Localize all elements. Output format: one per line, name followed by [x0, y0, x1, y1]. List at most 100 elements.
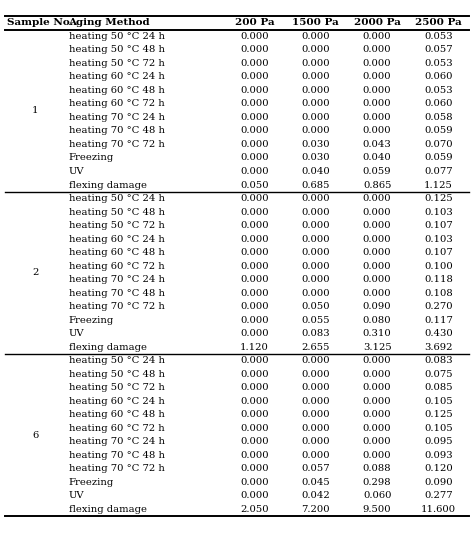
- Text: heating 60 °C 48 h: heating 60 °C 48 h: [69, 410, 164, 419]
- Text: heating 70 °C 24 h: heating 70 °C 24 h: [69, 438, 164, 446]
- Text: 0.030: 0.030: [301, 154, 330, 163]
- Text: 0.070: 0.070: [424, 140, 453, 149]
- Text: heating 50 °C 24 h: heating 50 °C 24 h: [69, 194, 164, 203]
- Text: 0.105: 0.105: [424, 424, 453, 433]
- Text: heating 70 °C 48 h: heating 70 °C 48 h: [69, 289, 164, 297]
- Text: 0.000: 0.000: [240, 451, 269, 460]
- Text: 0.000: 0.000: [363, 32, 392, 41]
- Text: heating 70 °C 48 h: heating 70 °C 48 h: [69, 126, 164, 135]
- Text: 0.000: 0.000: [240, 478, 269, 487]
- Text: 0.000: 0.000: [240, 492, 269, 500]
- Text: 0.075: 0.075: [424, 370, 453, 379]
- Text: 0.108: 0.108: [424, 289, 453, 297]
- Text: 0.090: 0.090: [424, 478, 453, 487]
- Text: 0.000: 0.000: [301, 275, 330, 284]
- Text: 0.000: 0.000: [363, 45, 392, 55]
- Text: Freezing: Freezing: [69, 154, 114, 163]
- Text: 0.000: 0.000: [240, 329, 269, 338]
- Text: 0.120: 0.120: [424, 464, 453, 473]
- Text: heating 70 °C 72 h: heating 70 °C 72 h: [69, 302, 164, 311]
- Text: heating 60 °C 24 h: heating 60 °C 24 h: [69, 397, 164, 406]
- Text: flexing damage: flexing damage: [69, 343, 146, 351]
- Text: 0.000: 0.000: [363, 59, 392, 68]
- Text: 0.090: 0.090: [363, 302, 392, 311]
- Text: 7.200: 7.200: [301, 505, 330, 514]
- Text: 0.000: 0.000: [363, 235, 392, 243]
- Text: 0.000: 0.000: [240, 275, 269, 284]
- Text: 0.310: 0.310: [363, 329, 392, 338]
- Text: 0.057: 0.057: [424, 45, 453, 55]
- Text: heating 60 °C 48 h: heating 60 °C 48 h: [69, 86, 164, 95]
- Text: heating 70 °C 48 h: heating 70 °C 48 h: [69, 451, 164, 460]
- Text: 0.000: 0.000: [363, 126, 392, 135]
- Text: 0.125: 0.125: [424, 410, 453, 419]
- Text: 0.059: 0.059: [424, 154, 453, 163]
- Text: 0.125: 0.125: [424, 194, 453, 203]
- Text: 0.000: 0.000: [301, 208, 330, 217]
- Text: heating 50 °C 72 h: heating 50 °C 72 h: [69, 59, 164, 68]
- Text: 0.000: 0.000: [301, 100, 330, 109]
- Text: 0.000: 0.000: [363, 262, 392, 271]
- Text: 0.000: 0.000: [363, 221, 392, 230]
- Text: 0.000: 0.000: [240, 72, 269, 81]
- Text: 0.077: 0.077: [424, 167, 453, 176]
- Text: 0.040: 0.040: [363, 154, 392, 163]
- Text: 0.000: 0.000: [301, 86, 330, 95]
- Text: heating 70 °C 72 h: heating 70 °C 72 h: [69, 140, 164, 149]
- Text: heating 70 °C 72 h: heating 70 °C 72 h: [69, 464, 164, 473]
- Text: 0.050: 0.050: [301, 302, 330, 311]
- Text: heating 60 °C 72 h: heating 60 °C 72 h: [69, 100, 164, 109]
- Text: 0.000: 0.000: [240, 370, 269, 379]
- Text: Freezing: Freezing: [69, 478, 114, 487]
- Text: 0.055: 0.055: [301, 316, 330, 325]
- Text: 2.050: 2.050: [240, 505, 269, 514]
- Text: heating 50 °C 24 h: heating 50 °C 24 h: [69, 356, 164, 365]
- Text: 0.000: 0.000: [363, 248, 392, 257]
- Text: heating 50 °C 48 h: heating 50 °C 48 h: [69, 370, 164, 379]
- Text: 3.125: 3.125: [363, 343, 392, 351]
- Text: 0.059: 0.059: [424, 126, 453, 135]
- Text: UV: UV: [69, 492, 84, 500]
- Text: 11.600: 11.600: [421, 505, 456, 514]
- Text: 0.043: 0.043: [363, 140, 392, 149]
- Text: 0.000: 0.000: [240, 126, 269, 135]
- Text: 0.000: 0.000: [301, 45, 330, 55]
- Text: 0.053: 0.053: [424, 86, 453, 95]
- Text: 0.000: 0.000: [363, 72, 392, 81]
- Text: 0.000: 0.000: [240, 424, 269, 433]
- Text: 0.000: 0.000: [240, 248, 269, 257]
- Text: 0.000: 0.000: [301, 438, 330, 446]
- Text: 0.000: 0.000: [301, 383, 330, 392]
- Text: 3.692: 3.692: [424, 343, 453, 351]
- Text: 0.000: 0.000: [240, 410, 269, 419]
- Text: 0.000: 0.000: [301, 113, 330, 122]
- Text: 0.000: 0.000: [363, 370, 392, 379]
- Text: 0.093: 0.093: [424, 451, 453, 460]
- Text: 0.000: 0.000: [363, 194, 392, 203]
- Text: heating 50 °C 72 h: heating 50 °C 72 h: [69, 383, 164, 392]
- Text: 0.000: 0.000: [240, 167, 269, 176]
- Text: 0.000: 0.000: [240, 32, 269, 41]
- Text: 0.000: 0.000: [301, 451, 330, 460]
- Text: 0.050: 0.050: [240, 180, 269, 189]
- Text: 0.000: 0.000: [240, 140, 269, 149]
- Text: heating 70 °C 24 h: heating 70 °C 24 h: [69, 113, 164, 122]
- Text: 0.058: 0.058: [424, 113, 453, 122]
- Text: heating 50 °C 48 h: heating 50 °C 48 h: [69, 208, 164, 217]
- Text: heating 50 °C 48 h: heating 50 °C 48 h: [69, 45, 164, 55]
- Text: 0.000: 0.000: [240, 289, 269, 297]
- Text: 0.000: 0.000: [301, 59, 330, 68]
- Text: 0.100: 0.100: [424, 262, 453, 271]
- Text: 2500 Pa: 2500 Pa: [415, 18, 462, 27]
- Text: 0.000: 0.000: [301, 126, 330, 135]
- Text: 0.030: 0.030: [301, 140, 330, 149]
- Text: 0.000: 0.000: [363, 410, 392, 419]
- Text: 0.000: 0.000: [301, 424, 330, 433]
- Text: 0.000: 0.000: [363, 113, 392, 122]
- Text: 0.000: 0.000: [240, 59, 269, 68]
- Text: 0.000: 0.000: [240, 154, 269, 163]
- Text: Aging Method: Aging Method: [69, 18, 150, 27]
- Text: flexing damage: flexing damage: [69, 505, 146, 514]
- Text: 2: 2: [32, 269, 38, 278]
- Text: 0.000: 0.000: [240, 235, 269, 243]
